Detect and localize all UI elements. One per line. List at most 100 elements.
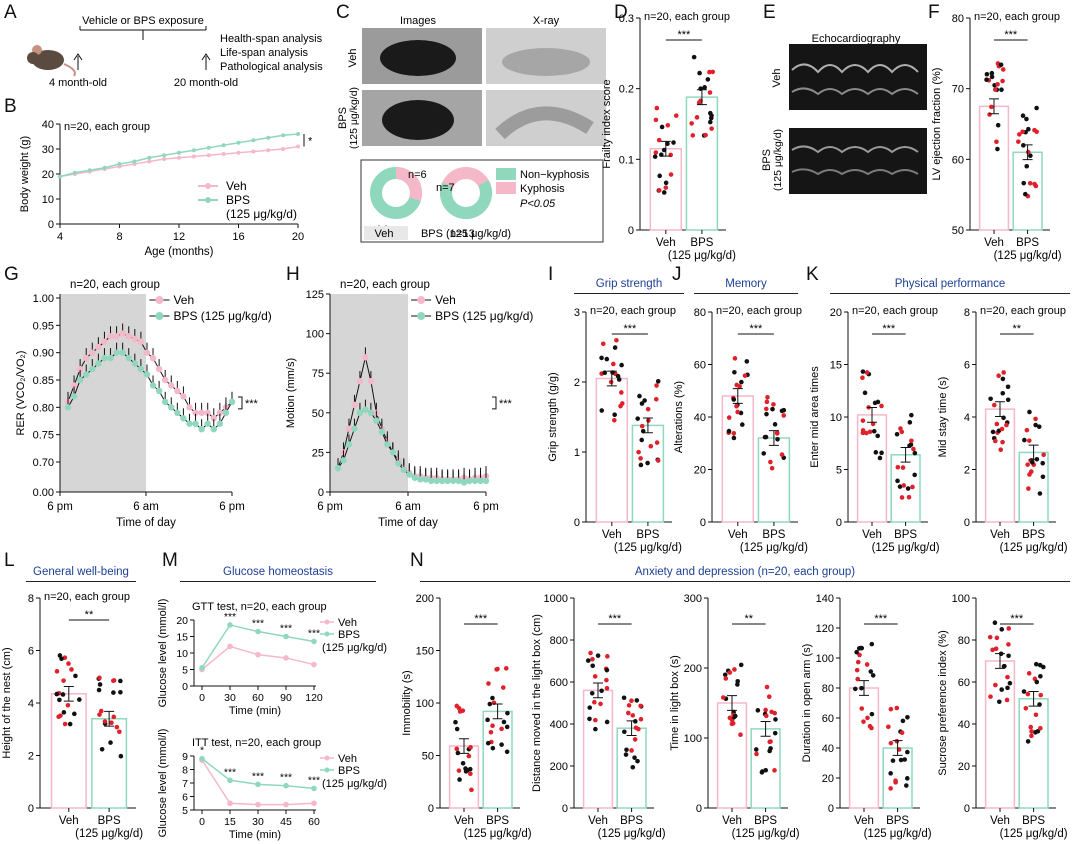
line-point [95, 344, 102, 351]
n-note: n=20, each group [980, 305, 1066, 317]
data-point [638, 456, 643, 461]
data-point [97, 712, 102, 717]
data-point [992, 87, 998, 92]
line-point [367, 409, 375, 416]
y-tick-label: 0.85 [33, 375, 54, 387]
mouse-icon [27, 45, 76, 77]
category-dose-label: (125 μg/kg/d) [614, 542, 682, 554]
y-tick-label: 0 [318, 487, 324, 499]
line-point [95, 360, 102, 367]
y-axis-label: Grip strength (g/g) [547, 372, 559, 461]
data-point [604, 356, 610, 362]
data-point [635, 416, 641, 421]
data-point [890, 758, 896, 763]
legend-non-kyphosis: Non−kyphosis [520, 169, 590, 181]
data-point [854, 667, 860, 673]
legend-entry: BPS [338, 629, 360, 641]
y-tick-label: 2 [574, 377, 580, 389]
y-tick-label: 0.70 [33, 457, 54, 469]
data-point [868, 669, 874, 674]
data-point [1025, 691, 1031, 697]
section-grip-strength: Grip strength [595, 278, 663, 290]
x-tick-label: 16 [232, 231, 244, 243]
data-point [1033, 712, 1039, 718]
data-point [490, 745, 496, 751]
y-tick-label: 50 [952, 225, 964, 237]
data-point [1033, 416, 1038, 422]
data-point [1033, 422, 1038, 428]
data-point [723, 676, 729, 681]
data-point [1028, 724, 1034, 730]
line-point [362, 354, 369, 361]
line-point [477, 477, 484, 485]
significance-label: *** [882, 323, 896, 335]
category-dose-label: (125 μg/kg/d) [464, 828, 532, 840]
analysis-1: Health-span analysis [220, 33, 323, 45]
y-tick-label: 1 [574, 447, 580, 459]
data-point [587, 716, 592, 722]
data-point [657, 173, 663, 179]
line-point [345, 425, 353, 432]
category-dose-label: (125 μg/kg/d) [668, 250, 736, 262]
significance-label: *** [749, 323, 763, 335]
row-bps-dose: (125 μg/kg/d) [348, 87, 360, 149]
line-point [236, 150, 241, 155]
category-dose-label: (125 μg/kg/d) [75, 828, 143, 840]
line-point [311, 785, 317, 792]
y-axis-label: Mid stay time (s) [937, 377, 949, 458]
panel-label-g: G [4, 264, 19, 285]
data-point [485, 740, 491, 746]
line-point [155, 365, 163, 373]
x-tick-label: 0 [199, 692, 205, 704]
data-point [599, 688, 604, 694]
data-point [659, 124, 665, 130]
y-tick-label: 2 [28, 751, 34, 763]
section-glucose-homeostasis: Glucose homeostasis [223, 566, 333, 578]
y-tick-label: 1.00 [33, 293, 54, 305]
data-point [604, 685, 610, 691]
data-point [731, 430, 737, 436]
x-tick-label: 20 [292, 231, 304, 243]
panel-label-n: N [410, 550, 424, 571]
data-point [1006, 653, 1011, 659]
y-tick-label: 6 [964, 360, 970, 372]
data-point [504, 749, 510, 755]
data-point [486, 681, 491, 686]
data-point [781, 413, 787, 418]
series-line [67, 352, 233, 430]
data-point [456, 768, 462, 773]
analysis-2: Life-span analysis [220, 47, 309, 59]
data-point [1037, 491, 1043, 496]
data-point [632, 755, 637, 760]
y-axis-label: Motion (mm/s) [285, 358, 297, 428]
line-point [255, 651, 261, 658]
data-point [989, 74, 995, 80]
data-point [1004, 422, 1009, 428]
y-tick-label: 0.90 [33, 348, 54, 360]
line-point [449, 477, 457, 485]
line-point [102, 165, 107, 170]
legend-entry: BPS (125 μg/kg/d) [173, 309, 271, 323]
line-point [204, 409, 211, 416]
data-point [460, 760, 466, 766]
data-point [1020, 113, 1026, 119]
category-dose-label: (125 μg/kg/d) [1000, 542, 1068, 554]
data-point [726, 428, 732, 434]
error-bar [995, 653, 1005, 669]
y-tick-label: 2 [964, 465, 970, 477]
y-tick-label: 100 [306, 329, 324, 341]
data-point [909, 438, 914, 444]
y-tick-label: 20 [958, 761, 970, 773]
data-point [111, 714, 117, 720]
data-point [1027, 472, 1032, 477]
line-point [119, 330, 126, 337]
category-label: Veh [454, 815, 474, 827]
data-point [753, 747, 759, 752]
data-point [1020, 129, 1025, 135]
data-point [761, 451, 767, 456]
data-point [1038, 725, 1043, 731]
y-tick-label: 60 [694, 360, 706, 372]
data-point [989, 104, 994, 110]
data-point [494, 667, 499, 672]
category-dose-label: (125 μg/kg/d) [598, 828, 666, 840]
